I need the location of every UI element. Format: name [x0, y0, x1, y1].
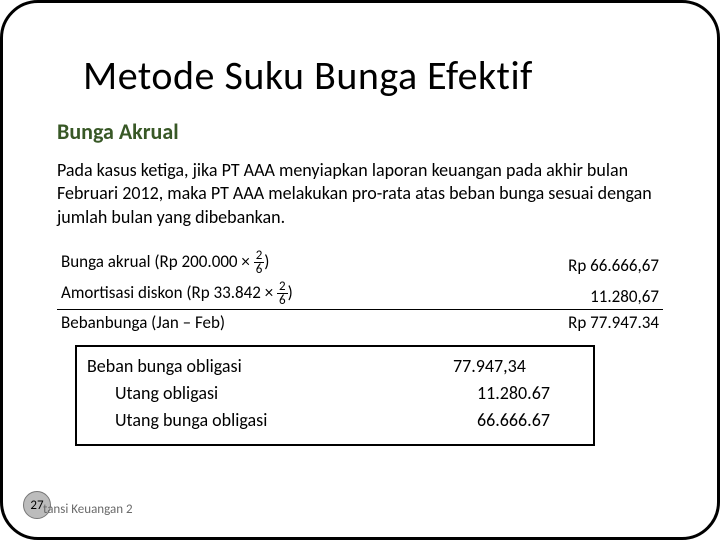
calc-value: Rp 66.666,67	[486, 247, 663, 278]
calc-value: 11.280,67	[486, 278, 663, 310]
journal-amount: 77.947,34	[453, 353, 583, 380]
body-paragraph: Pada kasus ketiga, jika PT AAA menyiapka…	[57, 159, 663, 229]
calc-total-value: Rp 77.947.34	[486, 310, 663, 336]
slide-frame: Metode Suku Bunga Efektif Bunga Akrual P…	[0, 0, 720, 540]
journal-amount: 11.280.67	[453, 380, 583, 407]
slide-subtitle: Bunga Akrual	[57, 118, 663, 145]
journal-row: Beban bunga obligasi 77.947,34	[87, 353, 583, 380]
fraction-icon: 26	[254, 249, 265, 276]
calculation-table: Bunga akrual (Rp 200.000 × 26) Rp 66.666…	[57, 247, 663, 335]
calc-label: Bunga akrual (Rp 200.000 × 26)	[57, 247, 486, 278]
table-row: Amortisasi diskon (Rp 33.842 × 26) 11.28…	[57, 278, 663, 310]
table-row: Bunga akrual (Rp 200.000 × 26) Rp 66.666…	[57, 247, 663, 278]
journal-entry-box: Beban bunga obligasi 77.947,34 Utang obl…	[75, 345, 595, 446]
calc-total-label: Bebanbunga (Jan – Feb)	[57, 310, 486, 336]
fraction-icon: 26	[277, 280, 288, 307]
journal-row: Utang obligasi 11.280.67	[87, 380, 583, 407]
table-row-total: Bebanbunga (Jan – Feb) Rp 77.947.34	[57, 310, 663, 336]
footer-text: tansi Keuangan 2	[43, 502, 133, 517]
calc-label: Amortisasi diskon (Rp 33.842 × 26)	[57, 278, 486, 310]
journal-label: Beban bunga obligasi	[87, 353, 453, 380]
slide-title: Metode Suku Bunga Efektif	[83, 51, 663, 100]
journal-amount: 66.666.67	[453, 407, 583, 434]
journal-label: Utang obligasi	[87, 380, 453, 407]
journal-label: Utang bunga obligasi	[87, 407, 453, 434]
journal-row: Utang bunga obligasi 66.666.67	[87, 407, 583, 434]
